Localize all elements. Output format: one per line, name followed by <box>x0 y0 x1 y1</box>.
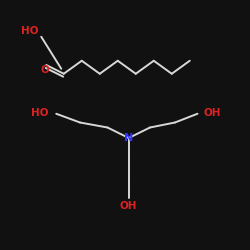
Text: O: O <box>40 65 50 75</box>
Text: OH: OH <box>204 108 221 118</box>
Text: OH: OH <box>120 201 138 211</box>
Text: HO: HO <box>31 108 49 118</box>
Text: HO: HO <box>21 26 39 36</box>
Text: N: N <box>124 133 134 143</box>
